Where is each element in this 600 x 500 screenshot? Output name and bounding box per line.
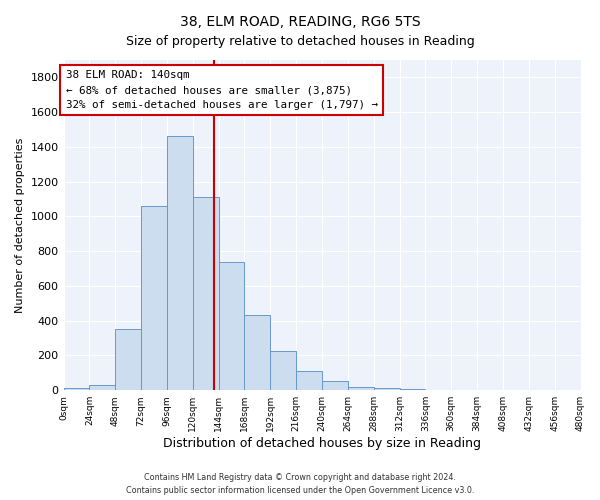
Text: Contains HM Land Registry data © Crown copyright and database right 2024.
Contai: Contains HM Land Registry data © Crown c… xyxy=(126,473,474,495)
Bar xyxy=(141,206,167,390)
Bar xyxy=(167,136,193,390)
Bar xyxy=(115,328,141,390)
Text: 38, ELM ROAD, READING, RG6 5TS: 38, ELM ROAD, READING, RG6 5TS xyxy=(179,15,421,29)
Text: Size of property relative to detached houses in Reading: Size of property relative to detached ho… xyxy=(125,35,475,48)
Bar xyxy=(244,316,271,390)
Bar xyxy=(296,371,322,390)
Bar xyxy=(89,385,115,390)
Bar xyxy=(218,262,244,390)
Bar xyxy=(374,388,400,390)
X-axis label: Distribution of detached houses by size in Reading: Distribution of detached houses by size … xyxy=(163,437,481,450)
Bar xyxy=(348,386,374,390)
Bar xyxy=(322,380,348,390)
Bar xyxy=(64,388,89,390)
Bar xyxy=(193,198,218,390)
Y-axis label: Number of detached properties: Number of detached properties xyxy=(15,138,25,313)
Bar xyxy=(271,351,296,390)
Text: 38 ELM ROAD: 140sqm
← 68% of detached houses are smaller (3,875)
32% of semi-det: 38 ELM ROAD: 140sqm ← 68% of detached ho… xyxy=(65,70,377,110)
